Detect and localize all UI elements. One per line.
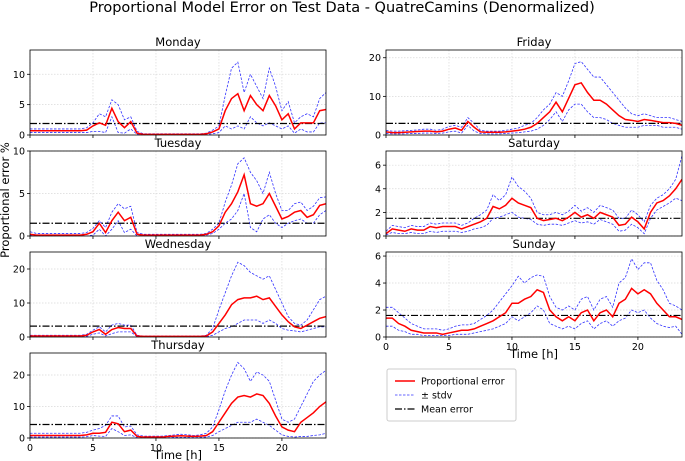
y-tick-label: 0 (375, 232, 381, 243)
plot-area (30, 50, 326, 135)
y-tick-label: 5 (19, 189, 25, 200)
stdv-lower-line (30, 115, 326, 135)
plot-series (30, 157, 326, 236)
proportional-error-line (386, 178, 682, 235)
stdv-upper-line (386, 257, 682, 331)
subplots: Monday0510Tuesday0510Wednesday01020Thurs… (13, 35, 683, 461)
y-tick-label: 4 (375, 279, 381, 290)
subplot-title: Tuesday (154, 136, 202, 150)
subplot-saturday: Saturday 0 2 4 6 (375, 136, 683, 243)
y-tick-label: 5 (19, 100, 25, 111)
y-tick-label: 10 (13, 147, 25, 158)
x-tick-label: 10 (150, 443, 162, 454)
x-tick-label: 15 (569, 342, 581, 353)
plot-area (30, 353, 326, 438)
y-tick-label: 10 (13, 402, 25, 413)
y-tick-label: 4 (375, 184, 381, 195)
proportional-error-line (386, 287, 682, 336)
proportional-error-line (386, 81, 682, 134)
y-tick-label: 20 (369, 53, 381, 64)
plot-series (386, 61, 682, 135)
proportional-error-line (30, 295, 326, 337)
y-tick-label: 6 (375, 252, 381, 263)
x-tick-label: 5 (90, 443, 96, 454)
stdv-lower-line (386, 197, 682, 236)
x-tick-label: 0 (27, 443, 33, 454)
subplot-wednesday: Wednesday 0 10 20 (13, 237, 327, 344)
legend-mean-label: Mean error (421, 405, 473, 416)
y-tick-label: 0 (19, 434, 25, 445)
y-tick-label: 0 (19, 232, 25, 243)
subplot-tuesday: Tuesday 0 5 10 (13, 136, 327, 243)
subplot-friday: Friday 0 10 20 (369, 35, 683, 142)
axes-frame (385, 49, 683, 136)
stdv-lower-line (386, 305, 682, 337)
stdv-lower-line (386, 103, 682, 135)
subplot-title: Monday (155, 35, 201, 49)
y-tick-label: 0 (375, 131, 381, 142)
x-axis-label: Time [h] (509, 347, 558, 361)
y-tick-label: 0 (375, 333, 381, 344)
x-tick-label: 20 (276, 443, 288, 454)
axes-frame (385, 150, 683, 237)
plot-area (386, 252, 682, 337)
x-tick-label: 20 (632, 342, 644, 353)
proportional-error-line (30, 172, 326, 236)
subplot-title: Wednesday (145, 237, 212, 251)
x-tick-label: 5 (446, 342, 452, 353)
x-tick-label: 15 (213, 443, 225, 454)
y-axis-label: Proportional error % (0, 142, 12, 258)
axes-frame (29, 352, 327, 439)
y-tick-label: 2 (375, 208, 381, 219)
subplot-title: Saturday (508, 136, 560, 150)
subplot-title: Thursday (150, 338, 205, 352)
stdv-lower-line (30, 418, 326, 438)
plot-area (30, 252, 326, 337)
y-tick-label: 10 (13, 299, 25, 310)
axes-frame (29, 251, 327, 338)
axes-frame (385, 251, 683, 338)
stdv-upper-line (30, 157, 326, 235)
plot-series (386, 257, 682, 337)
y-tick-label: 0 (19, 333, 25, 344)
legend-stdv-label: ± stdv (421, 391, 453, 402)
x-tick-label: 10 (506, 342, 518, 353)
subplot-title: Sunday (512, 237, 555, 251)
plot-series (30, 261, 326, 337)
legend: Proportional error ± stdv Mean error (386, 368, 517, 422)
proportional-error-line (30, 393, 326, 438)
y-tick-label: 0 (19, 131, 25, 142)
stdv-upper-line (386, 61, 682, 132)
y-tick-label: 20 (13, 371, 25, 382)
subplot-sunday: Sunday 0 2 4 6 0 5 10 15 20 Time [h] (375, 237, 683, 361)
y-tick-label: 2 (375, 306, 381, 317)
y-tick-label: 10 (369, 92, 381, 103)
y-tick-label: 6 (375, 161, 381, 172)
stdv-upper-line (30, 361, 326, 437)
y-tick-label: 20 (13, 265, 25, 276)
stdv-upper-line (386, 155, 682, 232)
legend-error-label: Proportional error (421, 377, 505, 388)
y-tick-label: 10 (13, 70, 25, 81)
proportional-error-line (30, 92, 326, 135)
x-tick-label: 0 (383, 342, 389, 353)
x-axis-label: Time [h] (153, 448, 202, 461)
plot-series (30, 361, 326, 438)
axes-frame (29, 49, 327, 136)
subplot-thursday: Thursday 0 10 20 0 5 10 15 20 Time [h] (13, 338, 327, 461)
plot-series (30, 61, 326, 135)
plot-series (386, 155, 682, 236)
legend-frame (386, 368, 517, 422)
subplot-monday: Monday 0 5 10 (13, 35, 327, 142)
subplot-title: Friday (517, 35, 552, 49)
figure-title: Proportional Model Error on Test Data - … (89, 0, 595, 16)
